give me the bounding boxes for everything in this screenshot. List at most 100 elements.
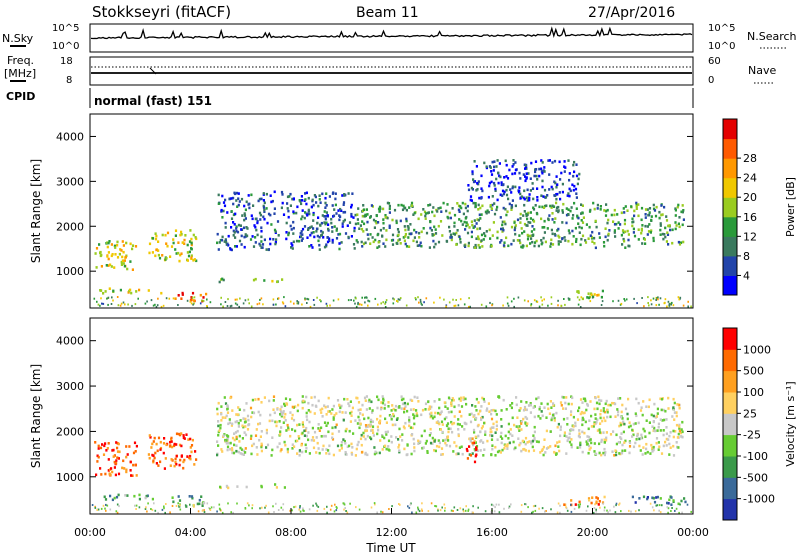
- echo-cell: [98, 243, 101, 246]
- echo-cell: [589, 446, 592, 450]
- echo-cell: [254, 225, 257, 229]
- echo-cell: [390, 409, 393, 412]
- echo-cell: [524, 442, 527, 446]
- echo-cell: [465, 447, 468, 451]
- echo-cell: [235, 229, 238, 233]
- echo-cell: [553, 194, 556, 197]
- echo-cell: [414, 297, 417, 299]
- echo-cell: [239, 224, 242, 227]
- echo-cell: [529, 177, 532, 180]
- echo-cell: [179, 508, 182, 511]
- echo-cell: [620, 211, 623, 215]
- echo-cell: [104, 472, 107, 476]
- echo-cell: [145, 506, 147, 509]
- echo-cell: [109, 508, 112, 511]
- echo-cell: [455, 444, 458, 448]
- echo-cell: [466, 457, 469, 460]
- colorbar-segment: [723, 392, 737, 414]
- echo-cell: [241, 424, 244, 428]
- echo-cell: [548, 412, 551, 415]
- echo-cell: [254, 398, 257, 401]
- echo-cell: [415, 240, 418, 244]
- echo-cell: [524, 415, 527, 419]
- echo-cell: [189, 457, 192, 461]
- echo-cell: [625, 298, 628, 301]
- echo-cell: [316, 296, 318, 299]
- echo-cell: [390, 435, 393, 438]
- echo-cell: [675, 423, 679, 427]
- echo-cell: [556, 192, 559, 196]
- echo-cell: [681, 420, 684, 424]
- echo-cell: [311, 436, 315, 439]
- echo-cell: [585, 443, 589, 446]
- echo-cell: [476, 218, 479, 221]
- echo-cell: [433, 245, 436, 249]
- echo-cell: [395, 418, 399, 421]
- echo-cell: [276, 445, 279, 449]
- echo-cell: [393, 208, 397, 212]
- echo-cell: [275, 420, 278, 424]
- echo-cell: [232, 229, 235, 233]
- echo-cell: [152, 304, 155, 307]
- echo-cell: [342, 220, 345, 223]
- echo-cell: [123, 467, 126, 470]
- echo-cell: [657, 425, 660, 429]
- echo-cell: [525, 424, 528, 427]
- echo-cell: [549, 445, 552, 448]
- echo-cell: [478, 409, 482, 413]
- echo-cell: [460, 445, 463, 449]
- echo-cell: [182, 466, 185, 470]
- echo-cell: [604, 419, 607, 423]
- echo-cell: [269, 242, 272, 246]
- echo-cell: [550, 406, 553, 409]
- echo-cell: [472, 201, 475, 205]
- velocity-colorbar-frame: [722, 327, 738, 521]
- echo-cell: [600, 304, 603, 306]
- echo-cell: [470, 220, 473, 223]
- echo-cell: [678, 298, 680, 301]
- echo-cell: [531, 445, 534, 449]
- echo-cell: [514, 204, 517, 208]
- echo-cell: [580, 410, 583, 414]
- echo-cell: [230, 226, 233, 229]
- echo-cell: [361, 245, 364, 248]
- echo-cell: [540, 402, 543, 405]
- echo-cell: [640, 436, 643, 440]
- echo-cell: [342, 418, 345, 422]
- echo-cell: [316, 441, 319, 445]
- echo-cell: [494, 189, 497, 192]
- echo-cell: [224, 402, 228, 405]
- echo-cell: [191, 438, 194, 442]
- echo-cell: [300, 230, 303, 233]
- echo-cell: [469, 195, 473, 198]
- echo-cell: [445, 239, 448, 243]
- echo-cell: [648, 421, 651, 424]
- echo-cell: [119, 248, 122, 251]
- echo-cell: [345, 427, 348, 431]
- echo-cell: [462, 396, 465, 399]
- echo-cell: [494, 454, 497, 457]
- echo-cell: [99, 254, 102, 258]
- echo-cell: [366, 453, 369, 457]
- echo-cell: [95, 247, 99, 250]
- echo-cell: [565, 396, 568, 399]
- echo-cell: [570, 438, 573, 441]
- echo-cell: [656, 297, 658, 300]
- echo-cell: [565, 213, 569, 217]
- echo-cell: [679, 431, 683, 435]
- echo-cell: [530, 230, 533, 233]
- echo-cell: [235, 191, 239, 195]
- echo-cell: [566, 194, 569, 197]
- echo-cell: [559, 197, 562, 201]
- echo-cell: [505, 213, 508, 217]
- echo-cell: [450, 236, 453, 239]
- echo-cell: [528, 198, 531, 202]
- echo-cell: [501, 189, 505, 193]
- echo-cell: [286, 207, 289, 210]
- echo-cell: [275, 502, 277, 505]
- nave-label: Nave: [748, 64, 776, 77]
- echo-cell: [593, 293, 596, 296]
- echo-cell: [271, 419, 274, 423]
- echo-cell: [591, 230, 594, 234]
- echo-cell: [327, 227, 330, 231]
